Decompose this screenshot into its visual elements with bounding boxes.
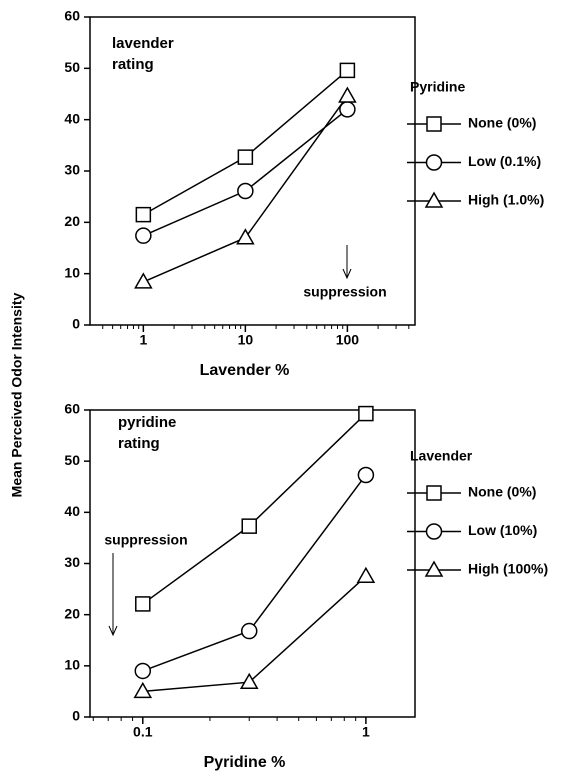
- y-tick-label: 20: [64, 605, 80, 621]
- series-line: [142, 413, 367, 605]
- legend-label: None (0%): [468, 484, 536, 500]
- y-tick-label: 10: [64, 264, 80, 280]
- y-tick-label: 10: [64, 657, 80, 673]
- arrow-label: suppression: [104, 532, 187, 548]
- legend-label: High (1.0%): [468, 192, 544, 208]
- marker-circle: [357, 466, 375, 484]
- x-tick-label: 1: [139, 332, 147, 348]
- marker-square: [135, 596, 151, 612]
- marker-triangle: [133, 681, 153, 699]
- y-tick-label: 60: [64, 8, 80, 24]
- y-axis-label: Mean Perceived Odor Intensity: [9, 292, 25, 497]
- marker-triangle: [134, 272, 153, 289]
- y-tick-label: 30: [64, 162, 80, 178]
- legend-marker: [424, 191, 444, 208]
- arrow-head: [342, 268, 352, 280]
- marker-triangle: [356, 566, 376, 584]
- legend-marker: [426, 116, 442, 132]
- legend-marker: [426, 485, 442, 501]
- x-tick-label: 0.1: [133, 724, 153, 740]
- x-tick-label: 100: [336, 332, 360, 348]
- series-line: [142, 474, 367, 672]
- y-tick-label: 0: [72, 708, 80, 724]
- legend-label: None (0%): [468, 115, 536, 131]
- arrow-head: [108, 625, 118, 637]
- marker-circle: [134, 662, 152, 680]
- legend-marker: [425, 154, 443, 171]
- y-tick-label: 30: [64, 554, 80, 570]
- marker-square: [241, 518, 257, 534]
- y-tick-label: 20: [64, 213, 80, 229]
- annotation: rating: [118, 435, 160, 452]
- annotation: pyridine: [118, 414, 176, 431]
- y-tick-label: 40: [64, 503, 80, 519]
- y-tick-label: 50: [64, 59, 80, 75]
- legend-title: Lavender: [410, 448, 473, 464]
- y-tick-label: 60: [64, 401, 80, 417]
- legend-label: Low (10%): [468, 522, 537, 538]
- legend-label: High (100%): [468, 561, 548, 577]
- y-tick-label: 50: [64, 452, 80, 468]
- y-tick-label: 0: [72, 316, 80, 332]
- marker-square: [135, 206, 152, 223]
- marker-triangle: [338, 86, 357, 103]
- marker-square: [237, 149, 254, 165]
- legend-label: Low (0.1%): [468, 153, 541, 169]
- x-axis-label: Pyridine %: [204, 754, 286, 771]
- marker-triangle: [239, 672, 259, 689]
- annotation: rating: [112, 56, 154, 73]
- legend-title: Pyridine: [410, 79, 465, 95]
- y-tick-label: 40: [64, 110, 80, 126]
- x-tick-label: 10: [238, 332, 254, 348]
- annotation: lavender: [112, 35, 174, 52]
- marker-circle: [240, 622, 258, 640]
- marker-circle: [237, 182, 254, 200]
- marker-square: [358, 405, 374, 422]
- marker-square: [339, 62, 356, 79]
- legend-marker: [424, 560, 444, 577]
- marker-triangle: [236, 228, 255, 245]
- legend-marker: [425, 523, 443, 540]
- x-axis-label: Lavender %: [200, 362, 290, 379]
- arrow-label: suppression: [303, 284, 386, 300]
- x-tick-label: 1: [362, 724, 370, 740]
- marker-circle: [135, 227, 152, 244]
- series-line: [143, 108, 348, 237]
